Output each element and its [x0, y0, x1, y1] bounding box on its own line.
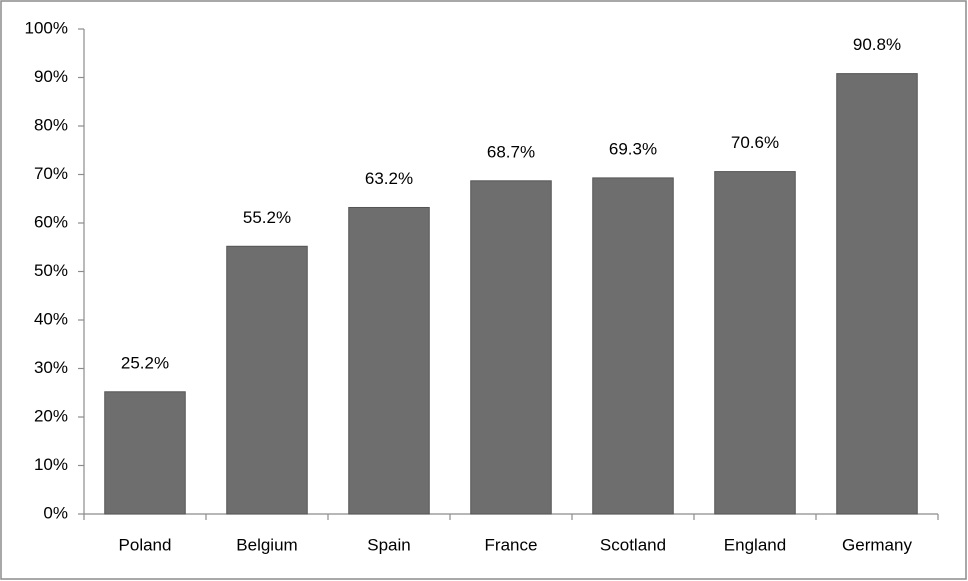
y-tick-label: 40%: [34, 309, 68, 328]
bar: [836, 73, 918, 515]
bar: [714, 171, 796, 515]
y-tick-label: 0%: [43, 503, 68, 522]
y-tick-label: 60%: [34, 212, 68, 231]
x-tick-label: Scotland: [600, 535, 666, 554]
value-label: 55.2%: [243, 208, 291, 227]
value-label: 70.6%: [731, 133, 779, 152]
y-tick-label: 50%: [34, 261, 68, 280]
y-tick-label: 70%: [34, 164, 68, 183]
value-label: 90.8%: [853, 35, 901, 54]
x-tick-label: Germany: [842, 535, 912, 554]
y-tick-label: 30%: [34, 358, 68, 377]
bar: [348, 206, 430, 515]
x-tick-label: Poland: [119, 535, 172, 554]
bar: [592, 177, 674, 515]
value-label: 25.2%: [121, 353, 169, 372]
bar: [104, 391, 186, 515]
y-tick-label: 10%: [34, 455, 68, 474]
x-tick-label: France: [485, 535, 538, 554]
y-tick-label: 80%: [34, 115, 68, 134]
value-label: 63.2%: [365, 169, 413, 188]
value-label: 68.7%: [487, 142, 535, 161]
bar: [470, 180, 552, 515]
y-tick-label: 90%: [34, 67, 68, 86]
value-label: 69.3%: [609, 139, 657, 158]
y-tick-label: 20%: [34, 406, 68, 425]
y-tick-label: 100%: [25, 18, 68, 37]
x-tick-label: Spain: [367, 535, 410, 554]
x-tick-label: Belgium: [236, 535, 297, 554]
bar: [226, 245, 308, 515]
x-tick-label: England: [724, 535, 786, 554]
